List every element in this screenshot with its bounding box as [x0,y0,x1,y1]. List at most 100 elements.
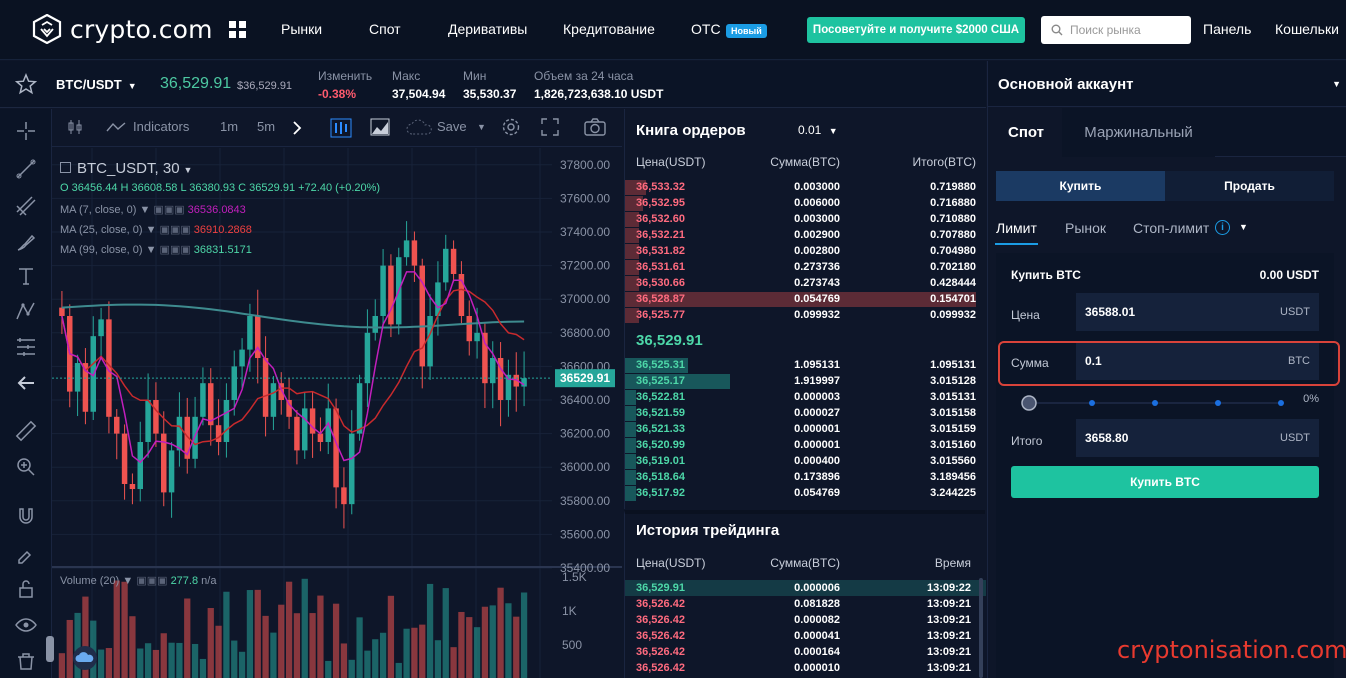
volume-legend[interactable]: Volume (20) ▼ ▣▣▣ 277.8 n/a [60,575,217,587]
sell-toggle-button[interactable]: Продать [1165,171,1334,201]
lock-icon[interactable] [14,577,38,601]
nav-wallets[interactable]: Кошельки [1275,21,1339,37]
ma25-value: 36910.2868 [193,224,252,236]
gear-icon[interactable] [501,117,521,137]
bid-row[interactable]: 36,518.64 0.173896 3.189456 [625,469,986,485]
slider-step-dot[interactable] [1278,400,1284,406]
buy-btc-submit-button[interactable]: Купить BTC [1011,466,1319,498]
trade-history-scrollbar[interactable] [979,578,983,678]
chart-symbol[interactable]: BTC_USDT, 30 ▼ [60,160,192,177]
ask-row[interactable]: 36,525.77 0.099932 0.099932 [625,307,986,323]
bid-row[interactable]: 36,519.01 0.000400 3.015560 [625,453,986,469]
brush-icon[interactable] [14,230,38,254]
eye-icon[interactable] [14,613,38,637]
save-button[interactable]: Save [437,119,467,134]
bid-row[interactable]: 36,525.17 1.919997 3.015128 [625,373,986,389]
bid-row[interactable]: 36,522.81 0.000003 3.015131 [625,389,986,405]
camera-icon[interactable] [584,118,606,136]
pattern-icon[interactable] [14,299,38,323]
nav-otc[interactable]: OTC [691,21,721,37]
magnet-icon[interactable] [14,505,38,529]
nav-spot[interactable]: Спот [369,21,401,37]
text-tool-icon[interactable] [14,264,38,288]
top-navigation: crypto.com Рынки Спот Деривативы Кредито… [0,0,1346,60]
line-chart-icon[interactable] [106,121,126,133]
tab-bar-filler [1215,108,1346,157]
bars-view-icon[interactable] [330,118,352,138]
slider-handle[interactable] [1021,395,1037,411]
ask-row[interactable]: 36,531.61 0.273736 0.702180 [625,259,986,275]
trash-icon[interactable] [14,649,38,673]
price-input[interactable]: 36588.01 USDT [1076,293,1319,331]
nav-derivatives[interactable]: Деривативы [448,21,528,37]
ask-row[interactable]: 36,532.60 0.003000 0.710880 [625,211,986,227]
lock-draw-icon[interactable] [14,541,38,565]
price-chart[interactable]: 37800.00 37600.00 37400.00 37200.00 37000.00… [52,148,622,678]
ask-row[interactable]: 36,531.82 0.002800 0.704980 [625,243,986,259]
slider-step-dot[interactable] [1152,400,1158,406]
fullscreen-icon[interactable] [541,118,559,136]
projection-icon[interactable] [14,335,38,359]
ask-row[interactable]: 36,530.66 0.273743 0.428444 [625,275,986,291]
total-input[interactable]: 3658.80 USDT [1076,419,1319,457]
panel-collapse-handle[interactable] [46,636,54,662]
interval-1m[interactable]: 1m [220,119,239,134]
logo[interactable]: crypto.com [32,14,213,44]
crosshair-icon[interactable] [14,119,38,143]
area-view-icon[interactable] [370,118,390,136]
info-icon[interactable]: i [1215,220,1230,235]
ma7-legend[interactable]: MA (7, close, 0) ▼ ▣▣▣ 36536.0843 [60,204,246,216]
trend-line-icon[interactable] [14,157,38,181]
nav-lending[interactable]: Кредитование [563,21,655,37]
candle-type-icon[interactable] [66,118,84,136]
interval-5m[interactable]: 5m [257,119,276,134]
drawing-toolbar [0,109,52,678]
tab-margin[interactable]: Маржинальный [1062,108,1215,157]
order-type-limit[interactable]: Лимит [996,220,1037,236]
fib-tool-icon[interactable] [14,194,38,218]
buy-toggle-button[interactable]: Купить [996,171,1165,201]
order-type-market[interactable]: Рынок [1065,220,1107,236]
ruler-icon[interactable] [14,419,38,443]
indicators-button[interactable]: Indicators [133,119,190,134]
market-search-input[interactable]: Поиск рынка [1041,16,1191,44]
legend-controls-icon: ▣▣▣ [136,575,168,587]
arrow-left-icon[interactable] [14,371,38,395]
bid-row[interactable]: 36,525.31 1.095131 1.095131 [625,357,986,373]
cloud-save-icon[interactable] [406,119,434,135]
slider-step-dot[interactable] [1215,400,1221,406]
save-menu-chevron-icon[interactable]: ▼ [477,122,486,132]
referral-promo-button[interactable]: Посоветуйте и получите $2000 США [807,17,1025,43]
ask-row[interactable]: 36,532.95 0.006000 0.716880 [625,195,986,211]
ask-row[interactable]: 36,528.87 0.054769 0.154701 [625,291,986,307]
amount-input-value: 0.1 [1085,354,1102,368]
bid-row[interactable]: 36,521.33 0.000001 3.015159 [625,421,986,437]
amount-slider[interactable] [1011,393,1321,413]
ask-row[interactable]: 36,533.32 0.003000 0.719880 [625,179,986,195]
chevron-down-icon[interactable]: ▼ [1239,222,1248,232]
ma25-legend[interactable]: MA (25, close, 0) ▼ ▣▣▣ 36910.2868 [60,224,252,236]
nav-markets[interactable]: Рынки [281,21,323,37]
tab-spot[interactable]: Спот [990,108,1062,157]
zoom-in-icon[interactable] [14,455,38,479]
favorite-star-icon[interactable] [15,73,37,95]
ask-row[interactable]: 36,532.21 0.002900 0.707880 [625,227,986,243]
trade-row: 36,526.42 0.000164 13:09:21 [625,644,986,660]
nav-dashboard[interactable]: Панель [1203,21,1252,37]
tradingview-cloud-icon[interactable] [72,645,98,671]
precision-selector[interactable]: 0.01 ▼ [798,123,838,137]
chevron-right-icon[interactable] [292,121,302,135]
account-selector[interactable]: Основной аккаунт ▼ [988,61,1346,107]
apps-grid-icon[interactable] [229,21,246,38]
pair-selector[interactable]: BTC/USDT ▼ [56,77,137,92]
depth-bar [625,228,639,243]
row-amount: 0.006000 [794,197,840,209]
bid-row[interactable]: 36,520.99 0.000001 3.015160 [625,437,986,453]
order-type-stop-limit[interactable]: Стоп-лимит [1133,220,1210,236]
bid-row[interactable]: 36,517.92 0.054769 3.244225 [625,485,986,501]
slider-step-dot[interactable] [1089,400,1095,406]
row-price: 36,531.82 [636,245,685,257]
ma99-legend[interactable]: MA (99, close, 0) ▼ ▣▣▣ 36831.5171 [60,244,252,256]
amount-input[interactable]: 0.1 BTC [1076,342,1319,380]
bid-row[interactable]: 36,521.59 0.000027 3.015158 [625,405,986,421]
